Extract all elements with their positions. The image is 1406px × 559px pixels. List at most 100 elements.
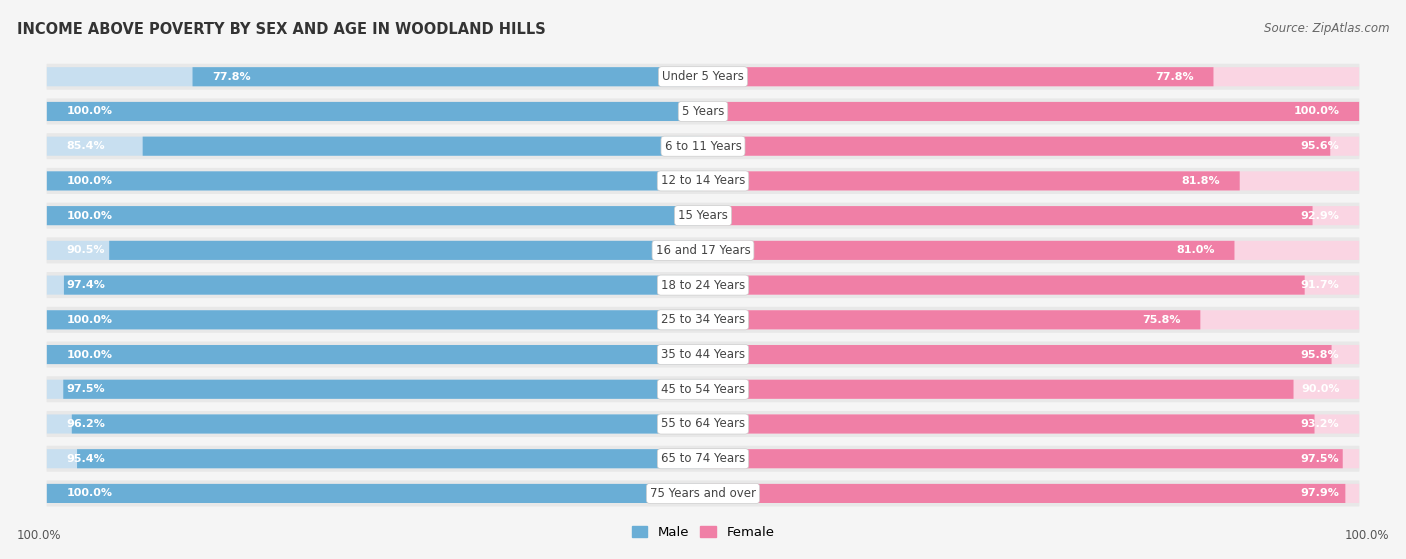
Text: 100.0%: 100.0% [66, 211, 112, 221]
Text: 100.0%: 100.0% [66, 106, 112, 116]
Text: 90.5%: 90.5% [66, 245, 105, 255]
FancyBboxPatch shape [46, 376, 1360, 402]
Text: 6 to 11 Years: 6 to 11 Years [665, 140, 741, 153]
Text: 75.8%: 75.8% [1142, 315, 1181, 325]
FancyBboxPatch shape [46, 206, 703, 225]
FancyBboxPatch shape [703, 172, 1360, 191]
FancyBboxPatch shape [46, 484, 703, 503]
Text: 45 to 54 Years: 45 to 54 Years [661, 383, 745, 396]
FancyBboxPatch shape [46, 98, 1360, 125]
FancyBboxPatch shape [46, 310, 703, 329]
Text: 100.0%: 100.0% [66, 315, 112, 325]
Text: 95.8%: 95.8% [1301, 349, 1340, 359]
FancyBboxPatch shape [46, 307, 1360, 333]
FancyBboxPatch shape [703, 484, 1346, 503]
Text: 95.6%: 95.6% [1301, 141, 1340, 151]
FancyBboxPatch shape [703, 67, 1213, 86]
Text: INCOME ABOVE POVERTY BY SEX AND AGE IN WOODLAND HILLS: INCOME ABOVE POVERTY BY SEX AND AGE IN W… [17, 22, 546, 37]
Text: 77.8%: 77.8% [212, 72, 250, 82]
FancyBboxPatch shape [703, 102, 1360, 121]
FancyBboxPatch shape [46, 241, 703, 260]
Text: 12 to 14 Years: 12 to 14 Years [661, 174, 745, 187]
FancyBboxPatch shape [46, 168, 1360, 194]
FancyBboxPatch shape [46, 449, 703, 468]
FancyBboxPatch shape [46, 67, 703, 86]
FancyBboxPatch shape [46, 446, 1360, 472]
Text: 97.5%: 97.5% [1301, 454, 1340, 464]
FancyBboxPatch shape [703, 310, 1360, 329]
FancyBboxPatch shape [46, 480, 1360, 506]
FancyBboxPatch shape [46, 272, 1360, 298]
Text: 25 to 34 Years: 25 to 34 Years [661, 313, 745, 326]
Text: 75 Years and over: 75 Years and over [650, 487, 756, 500]
FancyBboxPatch shape [46, 206, 703, 225]
FancyBboxPatch shape [46, 172, 703, 191]
FancyBboxPatch shape [46, 238, 1360, 263]
FancyBboxPatch shape [703, 345, 1331, 364]
Text: 16 and 17 Years: 16 and 17 Years [655, 244, 751, 257]
FancyBboxPatch shape [46, 136, 703, 156]
FancyBboxPatch shape [703, 241, 1234, 260]
Text: 100.0%: 100.0% [66, 176, 112, 186]
FancyBboxPatch shape [193, 67, 703, 86]
Text: 35 to 44 Years: 35 to 44 Years [661, 348, 745, 361]
FancyBboxPatch shape [703, 449, 1360, 468]
Text: 15 Years: 15 Years [678, 209, 728, 222]
Text: 97.4%: 97.4% [66, 280, 105, 290]
FancyBboxPatch shape [703, 345, 1360, 364]
FancyBboxPatch shape [46, 64, 1360, 90]
Text: 81.0%: 81.0% [1177, 245, 1215, 255]
Text: 5 Years: 5 Years [682, 105, 724, 118]
FancyBboxPatch shape [703, 136, 1330, 156]
FancyBboxPatch shape [46, 102, 703, 121]
Text: Source: ZipAtlas.com: Source: ZipAtlas.com [1264, 22, 1389, 35]
FancyBboxPatch shape [46, 133, 1360, 159]
Text: 97.5%: 97.5% [66, 384, 105, 394]
Text: 92.9%: 92.9% [1301, 211, 1340, 221]
Text: 85.4%: 85.4% [66, 141, 105, 151]
FancyBboxPatch shape [72, 414, 703, 434]
Text: 95.4%: 95.4% [66, 454, 105, 464]
FancyBboxPatch shape [46, 414, 703, 434]
Text: 100.0%: 100.0% [17, 529, 62, 542]
Text: 100.0%: 100.0% [66, 489, 112, 499]
Text: Under 5 Years: Under 5 Years [662, 70, 744, 83]
FancyBboxPatch shape [703, 241, 1360, 260]
Legend: Male, Female: Male, Female [626, 521, 780, 544]
FancyBboxPatch shape [63, 380, 703, 399]
FancyBboxPatch shape [46, 484, 703, 503]
FancyBboxPatch shape [703, 310, 1201, 329]
FancyBboxPatch shape [703, 380, 1294, 399]
FancyBboxPatch shape [703, 136, 1360, 156]
FancyBboxPatch shape [703, 449, 1343, 468]
Text: 81.8%: 81.8% [1181, 176, 1220, 186]
Text: 91.7%: 91.7% [1301, 280, 1340, 290]
FancyBboxPatch shape [46, 345, 703, 364]
Text: 55 to 64 Years: 55 to 64 Years [661, 418, 745, 430]
Text: 100.0%: 100.0% [1344, 529, 1389, 542]
FancyBboxPatch shape [703, 414, 1360, 434]
FancyBboxPatch shape [703, 276, 1305, 295]
FancyBboxPatch shape [703, 380, 1360, 399]
FancyBboxPatch shape [46, 172, 703, 191]
FancyBboxPatch shape [46, 202, 1360, 229]
FancyBboxPatch shape [63, 276, 703, 295]
FancyBboxPatch shape [703, 484, 1360, 503]
Text: 90.0%: 90.0% [1301, 384, 1340, 394]
Text: 96.2%: 96.2% [66, 419, 105, 429]
FancyBboxPatch shape [46, 310, 703, 329]
FancyBboxPatch shape [703, 206, 1313, 225]
FancyBboxPatch shape [703, 67, 1360, 86]
Text: 97.9%: 97.9% [1301, 489, 1340, 499]
FancyBboxPatch shape [46, 276, 703, 295]
FancyBboxPatch shape [703, 102, 1360, 121]
FancyBboxPatch shape [110, 241, 703, 260]
Text: 100.0%: 100.0% [66, 349, 112, 359]
FancyBboxPatch shape [703, 172, 1240, 191]
FancyBboxPatch shape [703, 276, 1360, 295]
Text: 18 to 24 Years: 18 to 24 Years [661, 278, 745, 292]
FancyBboxPatch shape [77, 449, 703, 468]
Text: 77.8%: 77.8% [1156, 72, 1194, 82]
FancyBboxPatch shape [703, 206, 1360, 225]
FancyBboxPatch shape [142, 136, 703, 156]
